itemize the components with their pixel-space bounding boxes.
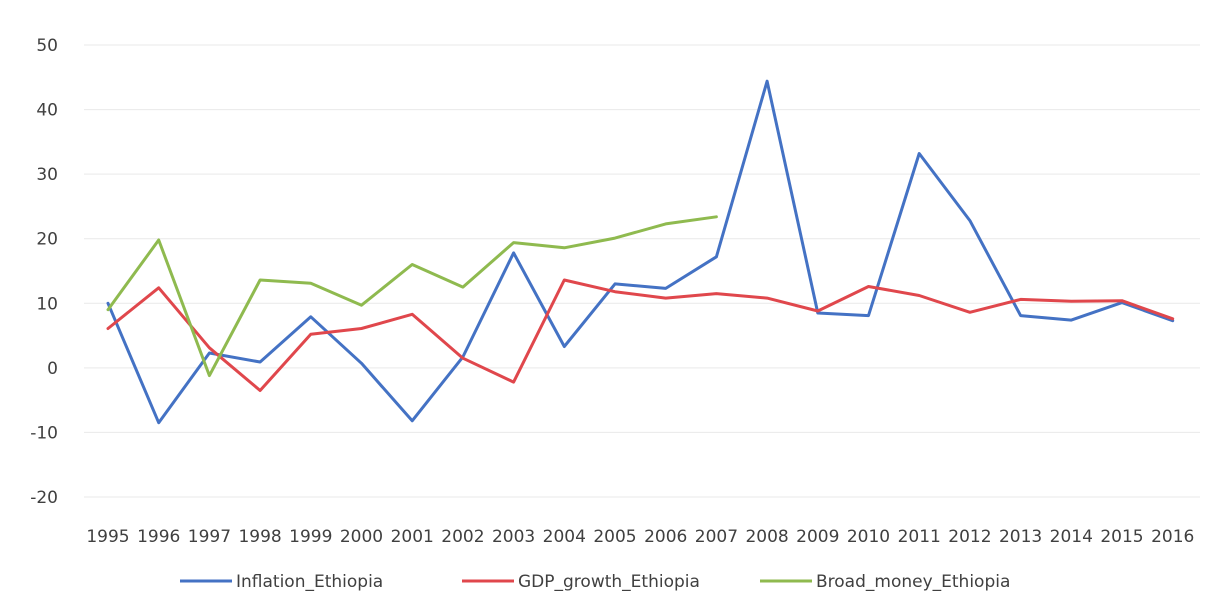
- y-tick-label: 40: [36, 101, 58, 121]
- y-tick-label: 50: [36, 36, 58, 56]
- x-tick-label: 2000: [340, 527, 383, 547]
- x-tick-label: 1998: [238, 527, 281, 547]
- y-tick-label: 30: [36, 165, 58, 185]
- y-tick-label: -20: [30, 488, 58, 508]
- series-line-broad-money-ethiopia: [106, 215, 718, 378]
- x-tick-label: 2008: [745, 527, 788, 547]
- x-tick-label: 1996: [137, 527, 180, 547]
- series-line-gdp-growth-ethiopia: [106, 278, 1175, 392]
- x-tick-label: 2006: [644, 527, 687, 547]
- x-tick-label: 2003: [492, 527, 535, 547]
- y-axis-tick-labels: -20 -10 0 10 20 30 40 50: [30, 36, 58, 508]
- legend-entry: GDP_growth_Ethiopia: [518, 572, 700, 592]
- x-tick-label: 2015: [1100, 527, 1143, 547]
- x-tick-label: 2014: [1050, 527, 1093, 547]
- legend-entry: Inflation_Ethiopia: [236, 572, 383, 592]
- y-tick-label: 0: [47, 359, 58, 379]
- x-axis-tick-labels: 1995 1996 1997 1998 1999 2000 2001 2002 2003 2004…: [86, 527, 1194, 547]
- y-tick-label: -10: [30, 423, 58, 443]
- legend-entry: Broad_money_Ethiopia: [816, 572, 1010, 592]
- y-tick-label: 10: [36, 294, 58, 314]
- series-lines: [106, 79, 1175, 425]
- series-line-inflation-ethiopia: [106, 79, 1175, 425]
- y-tick-label: 20: [36, 230, 58, 250]
- x-tick-label: 2009: [796, 527, 839, 547]
- x-tick-label: 2002: [441, 527, 484, 547]
- x-tick-label: 2007: [695, 527, 738, 547]
- x-tick-label: 1995: [86, 527, 129, 547]
- x-tick-label: 2004: [543, 527, 586, 547]
- x-tick-label: 1997: [188, 527, 231, 547]
- x-tick-label: 2013: [999, 527, 1042, 547]
- x-tick-label: 2005: [593, 527, 636, 547]
- x-tick-label: 2010: [847, 527, 890, 547]
- x-tick-label: 2001: [391, 527, 434, 547]
- gridlines: [84, 44, 1200, 498]
- legend: Inflation_Ethiopia GDP_growth_Ethiopia Bro…: [180, 572, 1010, 592]
- x-tick-label: 1999: [289, 527, 332, 547]
- x-tick-label: 2016: [1151, 527, 1194, 547]
- x-tick-label: 2011: [898, 527, 941, 547]
- x-tick-label: 2012: [948, 527, 991, 547]
